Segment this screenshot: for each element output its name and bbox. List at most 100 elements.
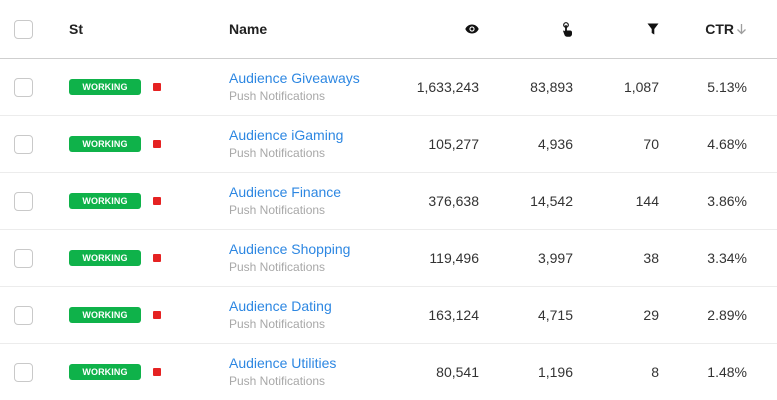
- campaign-type: Push Notifications: [229, 89, 326, 103]
- table-row[interactable]: WORKING Audience iGaming Push Notificati…: [0, 116, 777, 173]
- table-row[interactable]: WORKING Audience Utilities Push Notifica…: [0, 344, 777, 400]
- row-select-cell: [14, 116, 34, 172]
- views-value: 163,124: [428, 307, 479, 323]
- views-cell: 163,124: [359, 287, 479, 343]
- status-cell: WORKING: [69, 344, 199, 400]
- status-badge: WORKING: [69, 136, 141, 152]
- campaign-type: Push Notifications: [229, 260, 326, 274]
- ctr-value: 3.34%: [707, 250, 747, 266]
- campaign-type: Push Notifications: [229, 203, 326, 217]
- ctr-header-label: CTR: [705, 21, 734, 37]
- table-header: St Name: [0, 0, 777, 59]
- name-cell: Audience Giveaways Push Notifications: [229, 59, 409, 115]
- clicks-value: 1,196: [537, 364, 573, 380]
- ctr-value: 5.13%: [707, 79, 747, 95]
- campaign-type: Push Notifications: [229, 146, 326, 160]
- ctr-cell: 3.34%: [667, 230, 747, 286]
- eye-icon: [465, 24, 479, 34]
- clicks-cell: 1,196: [473, 344, 573, 400]
- conversions-value: 144: [635, 193, 659, 209]
- status-cell: WORKING: [69, 230, 199, 286]
- name-column-header[interactable]: Name: [229, 0, 409, 58]
- table-row[interactable]: WORKING Audience Shopping Push Notificat…: [0, 230, 777, 287]
- status-indicator: [153, 311, 161, 319]
- campaign-type: Push Notifications: [229, 374, 326, 388]
- campaign-name-link[interactable]: Audience Dating: [229, 298, 332, 314]
- table-row[interactable]: WORKING Audience Finance Push Notificati…: [0, 173, 777, 230]
- row-checkbox[interactable]: [14, 191, 33, 211]
- conversions-cell: 29: [579, 287, 659, 343]
- views-value: 1,633,243: [416, 79, 479, 95]
- views-column-header[interactable]: [359, 0, 479, 58]
- funnel-icon: [647, 23, 659, 35]
- name-cell: Audience Shopping Push Notifications: [229, 230, 409, 286]
- status-badge: WORKING: [69, 307, 141, 323]
- ctr-value: 2.89%: [707, 307, 747, 323]
- conversions-value: 8: [651, 364, 659, 380]
- ctr-cell: 5.13%: [667, 59, 747, 115]
- campaign-type: Push Notifications: [229, 317, 326, 331]
- ctr-value: 4.68%: [707, 136, 747, 152]
- table-row[interactable]: WORKING Audience Dating Push Notificatio…: [0, 287, 777, 344]
- row-checkbox[interactable]: [14, 305, 33, 325]
- clicks-value: 3,997: [537, 250, 573, 266]
- status-cell: WORKING: [69, 59, 199, 115]
- status-column-header[interactable]: St: [69, 0, 199, 58]
- row-checkbox[interactable]: [14, 362, 33, 382]
- views-cell: 80,541: [359, 344, 479, 400]
- status-indicator: [153, 140, 161, 148]
- conversions-cell: 1,087: [579, 59, 659, 115]
- clicks-cell: 83,893: [473, 59, 573, 115]
- row-select-cell: [14, 344, 34, 400]
- row-select-cell: [14, 59, 34, 115]
- status-badge: WORKING: [69, 79, 141, 95]
- conversions-cell: 70: [579, 116, 659, 172]
- clicks-value: 83,893: [530, 79, 573, 95]
- ctr-column-header[interactable]: CTR: [667, 0, 747, 58]
- conversions-cell: 144: [579, 173, 659, 229]
- ctr-value: 1.48%: [707, 364, 747, 380]
- clicks-column-header[interactable]: [473, 0, 573, 58]
- conversions-column-header[interactable]: [579, 0, 659, 58]
- clicks-cell: 4,715: [473, 287, 573, 343]
- status-cell: WORKING: [69, 173, 199, 229]
- arrow-down-icon[interactable]: [736, 23, 747, 35]
- pointing-hand-icon: [562, 21, 573, 37]
- clicks-cell: 4,936: [473, 116, 573, 172]
- ctr-cell: 2.89%: [667, 287, 747, 343]
- name-cell: Audience Utilities Push Notifications: [229, 344, 409, 400]
- clicks-cell: 14,542: [473, 173, 573, 229]
- row-checkbox[interactable]: [14, 77, 33, 97]
- conversions-cell: 38: [579, 230, 659, 286]
- row-select-cell: [14, 230, 34, 286]
- campaign-name-link[interactable]: Audience Giveaways: [229, 70, 360, 86]
- campaign-name-link[interactable]: Audience Finance: [229, 184, 342, 200]
- status-cell: WORKING: [69, 116, 199, 172]
- views-value: 376,638: [428, 193, 479, 209]
- views-value: 80,541: [436, 364, 479, 380]
- name-header-label: Name: [229, 21, 268, 37]
- row-select-cell: [14, 173, 34, 229]
- clicks-value: 14,542: [530, 193, 573, 209]
- select-all-checkbox[interactable]: [14, 19, 33, 39]
- campaign-name-link[interactable]: Audience iGaming: [229, 127, 344, 143]
- ctr-value: 3.86%: [707, 193, 747, 209]
- views-cell: 376,638: [359, 173, 479, 229]
- campaign-name-link[interactable]: Audience Utilities: [229, 355, 337, 371]
- row-checkbox[interactable]: [14, 134, 33, 154]
- conversions-value: 70: [643, 136, 659, 152]
- table-row[interactable]: WORKING Audience Giveaways Push Notifica…: [0, 59, 777, 116]
- row-checkbox[interactable]: [14, 248, 33, 268]
- conversions-value: 38: [643, 250, 659, 266]
- name-cell: Audience Finance Push Notifications: [229, 173, 409, 229]
- status-indicator: [153, 83, 161, 91]
- status-badge: WORKING: [69, 250, 141, 266]
- views-value: 119,496: [429, 250, 479, 266]
- views-value: 105,277: [428, 136, 479, 152]
- clicks-value: 4,715: [537, 307, 573, 323]
- clicks-value: 4,936: [537, 136, 573, 152]
- views-cell: 105,277: [359, 116, 479, 172]
- clicks-cell: 3,997: [473, 230, 573, 286]
- campaign-name-link[interactable]: Audience Shopping: [229, 241, 351, 257]
